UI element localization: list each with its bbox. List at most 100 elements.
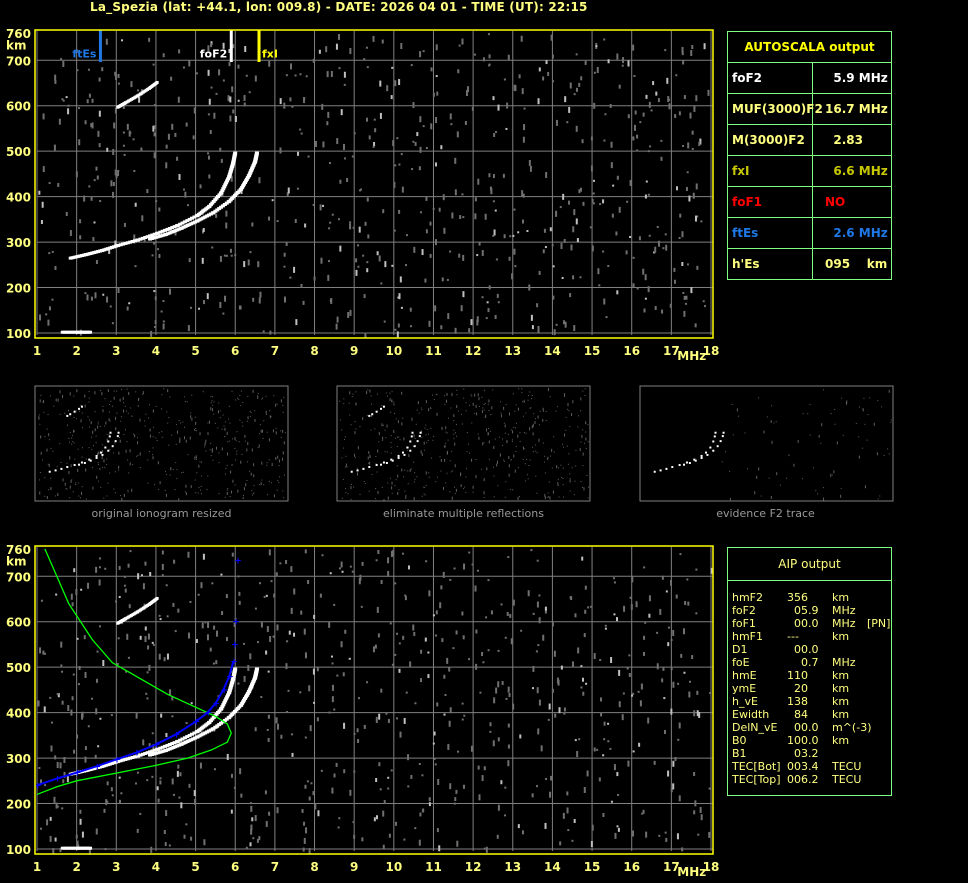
thumbnail-noise — [367, 456, 369, 460]
noise-echo — [208, 155, 211, 160]
noise-echo — [276, 624, 279, 631]
noise-echo — [338, 67, 341, 70]
noise-echo — [696, 215, 699, 218]
noise-echo — [358, 226, 361, 233]
thumbnail-echo — [700, 454, 703, 457]
noise-echo — [674, 279, 677, 284]
thumbnail-noise — [397, 420, 399, 424]
thumbnail-noise — [387, 496, 389, 500]
thumbnail-noise — [68, 437, 70, 439]
thumbnail-noise — [736, 408, 738, 412]
noise-echo — [157, 798, 160, 803]
o-trace-echo — [180, 737, 185, 741]
noise-echo — [675, 594, 678, 599]
noise-echo — [428, 797, 431, 802]
autoscala-rows: foF2 5.9 MHz MUF(3000)F2 16.7 MHz M(3000)F2… — [728, 63, 891, 279]
thumbnail-noise — [214, 423, 216, 425]
thumbnail-echo — [719, 440, 722, 443]
noise-echo — [642, 809, 645, 814]
noise-echo — [430, 67, 433, 72]
noise-echo — [471, 106, 474, 111]
noise-echo — [44, 652, 47, 655]
noise-echo — [434, 239, 437, 246]
noise-echo — [266, 626, 269, 633]
noise-echo — [317, 810, 320, 817]
thumbnail-noise — [283, 497, 285, 499]
o-trace-echo — [229, 682, 234, 686]
thumbnail-noise — [801, 478, 803, 480]
thumbnail-echo — [659, 469, 662, 472]
thumbnail-noise — [468, 404, 470, 406]
thumbnail-noise — [109, 472, 111, 474]
thumbnail-noise — [587, 424, 589, 426]
noise-echo — [303, 628, 306, 635]
thumbnail-noise — [156, 440, 158, 442]
noise-echo — [357, 738, 360, 743]
thumbnail-noise — [413, 434, 415, 438]
noise-echo — [387, 787, 390, 790]
thumbnail-noise — [402, 417, 404, 419]
noise-echo — [54, 74, 57, 81]
noise-echo — [172, 793, 175, 796]
thumbnail-noise — [399, 439, 401, 441]
noise-echo — [384, 261, 387, 268]
noise-echo — [413, 246, 416, 253]
thumbnail-noise — [466, 451, 468, 453]
aip-cell: foF1 — [732, 617, 756, 630]
thumbnail-noise — [266, 462, 268, 464]
thumbnail-noise — [770, 495, 772, 499]
noise-echo — [461, 193, 464, 196]
noise-echo — [668, 103, 671, 110]
noise-echo — [352, 820, 355, 823]
noise-echo — [265, 594, 268, 597]
noise-echo — [42, 650, 45, 655]
noise-echo — [559, 206, 562, 209]
thumbnail-noise — [152, 447, 154, 449]
noise-echo — [358, 189, 361, 192]
thumbnail-noise — [396, 446, 398, 448]
noise-echo — [337, 826, 340, 829]
thumbnail-noise — [381, 486, 383, 488]
noise-echo — [603, 721, 606, 726]
noise-echo — [190, 836, 193, 841]
noise-echo — [279, 562, 282, 565]
noise-echo — [225, 254, 228, 257]
noise-echo — [164, 842, 167, 847]
noise-echo — [309, 725, 312, 732]
noise-echo — [338, 33, 341, 40]
thumbnail-noise — [513, 426, 515, 428]
thumbnail-noise — [421, 409, 423, 411]
thumbnail-noise — [75, 410, 77, 412]
noise-echo — [254, 75, 257, 82]
thumbnail-noise — [139, 467, 141, 469]
noise-echo — [592, 192, 595, 195]
noise-echo — [301, 808, 304, 813]
x-trace-echo — [240, 185, 245, 189]
noise-echo — [87, 725, 90, 728]
noise-echo — [676, 833, 679, 840]
thumbnail-noise — [519, 496, 521, 498]
noise-echo — [457, 750, 460, 753]
noise-echo — [398, 209, 401, 214]
noise-echo — [71, 602, 74, 607]
thumbnail-noise — [488, 399, 490, 403]
thumbnail-noise — [424, 494, 426, 496]
noise-echo — [157, 248, 160, 251]
noise-echo — [57, 693, 60, 698]
thumbnail-noise — [91, 436, 93, 438]
thumbnail-noise — [512, 393, 514, 395]
thumbnail-noise — [126, 441, 128, 443]
noise-echo — [286, 710, 289, 713]
thumbnail-noise — [221, 428, 223, 430]
autoscala-label: foF1 — [728, 187, 813, 217]
noise-echo — [422, 50, 425, 53]
noise-echo — [149, 572, 152, 577]
thumbnail-noise — [176, 430, 178, 434]
noise-echo — [152, 125, 155, 132]
thumbnail-noise — [227, 441, 229, 443]
noise-echo — [508, 256, 511, 261]
thumbnail-noise — [50, 477, 52, 479]
noise-echo — [698, 141, 701, 146]
thumbnail-noise — [77, 448, 79, 450]
noise-echo — [379, 80, 382, 87]
